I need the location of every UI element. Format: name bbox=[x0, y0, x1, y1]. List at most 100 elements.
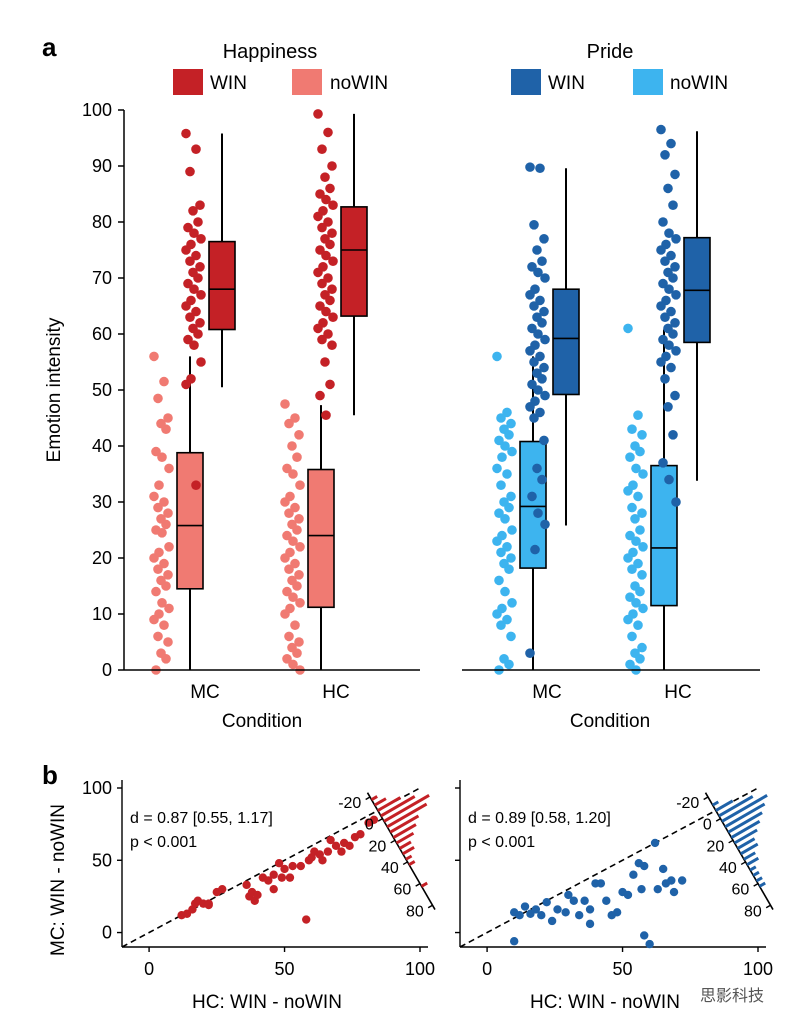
scatter-point bbox=[253, 890, 262, 900]
point-mc-win bbox=[540, 390, 550, 401]
point-mc-win bbox=[537, 256, 547, 267]
point-mc-nowin bbox=[161, 424, 171, 435]
y-tick-label-60: 60 bbox=[92, 324, 112, 344]
y-tick-label-50: 50 bbox=[92, 380, 112, 400]
point-hc-win bbox=[317, 334, 327, 345]
pride-title: Pride bbox=[587, 41, 634, 63]
point-mc-win bbox=[183, 222, 193, 233]
point-hc-nowin bbox=[280, 399, 290, 409]
point-mc-nowin bbox=[492, 351, 502, 362]
scatter-point bbox=[369, 815, 379, 824]
point-mc-win bbox=[525, 402, 535, 412]
point-hc-win bbox=[671, 346, 681, 356]
point-mc-win bbox=[537, 374, 547, 384]
point-mc-win bbox=[193, 273, 203, 283]
scatter-point bbox=[561, 908, 570, 917]
point-mc-nowin bbox=[496, 547, 506, 558]
point-mc-win bbox=[525, 648, 535, 658]
point-mc-nowin bbox=[163, 413, 173, 423]
legend-swatch-nowin bbox=[633, 69, 663, 95]
point-hc-nowin bbox=[282, 530, 292, 541]
x-tick-label-mc: MC bbox=[532, 682, 562, 703]
point-hc-nowin bbox=[280, 553, 290, 563]
point-mc-nowin bbox=[163, 637, 173, 647]
point-mc-win bbox=[540, 519, 550, 530]
x-tick-label-100: 100 bbox=[743, 959, 773, 979]
hist-bar bbox=[758, 881, 766, 888]
hist-bar bbox=[370, 795, 378, 802]
scatter-point bbox=[677, 876, 687, 885]
scatter-happiness: MC: WIN - noWIN HC: WIN - noWIN d = 0.87… bbox=[48, 778, 436, 1013]
scatter-point bbox=[515, 911, 524, 920]
point-mc-nowin bbox=[151, 586, 161, 597]
point-hc-nowin bbox=[637, 430, 647, 440]
point-hc-win bbox=[656, 357, 666, 367]
hist-tick-0 bbox=[715, 818, 721, 822]
scatter-point bbox=[537, 911, 546, 920]
identity-line bbox=[121, 787, 421, 948]
point-mc-nowin bbox=[494, 575, 504, 586]
point-mc-win bbox=[196, 357, 206, 367]
point-mc-win bbox=[537, 474, 547, 485]
point-mc-win bbox=[537, 318, 547, 328]
point-mc-win bbox=[540, 334, 550, 345]
point-hc-win bbox=[327, 161, 337, 171]
point-hc-nowin bbox=[294, 430, 304, 440]
scatter-point bbox=[296, 861, 305, 871]
point-mc-win bbox=[530, 544, 540, 555]
y-tick-label-50: 50 bbox=[92, 850, 112, 870]
point-mc-nowin bbox=[507, 598, 517, 608]
point-hc-nowin bbox=[637, 570, 647, 580]
scatter-point bbox=[669, 887, 679, 897]
scatter-point bbox=[531, 905, 541, 914]
point-mc-win bbox=[525, 162, 535, 172]
x-axis-label: Condition bbox=[222, 711, 302, 732]
point-hc-win bbox=[666, 250, 676, 261]
point-hc-win bbox=[323, 217, 333, 227]
scatter-point bbox=[218, 884, 227, 894]
hist-bar bbox=[392, 823, 417, 839]
point-hc-win bbox=[327, 228, 337, 238]
point-hc-nowin bbox=[627, 502, 637, 513]
point-hc-nowin bbox=[631, 463, 641, 474]
hist-bar bbox=[746, 856, 760, 866]
point-mc-win bbox=[193, 217, 203, 227]
point-hc-nowin bbox=[637, 508, 647, 518]
scatter-point bbox=[264, 876, 273, 885]
point-mc-nowin bbox=[149, 351, 159, 362]
hist-tick-label-0: 0 bbox=[365, 817, 374, 834]
hist-bar bbox=[408, 860, 416, 866]
point-hc-nowin bbox=[294, 637, 304, 647]
point-mc-win bbox=[529, 301, 539, 311]
hist-tick-label-60: 60 bbox=[732, 882, 750, 899]
stat-d: d = 0.89 [0.58, 1.20] bbox=[468, 810, 611, 827]
scatter-point bbox=[269, 884, 278, 894]
point-hc-nowin bbox=[282, 654, 292, 664]
point-hc-win bbox=[671, 290, 681, 300]
point-hc-nowin bbox=[633, 410, 643, 421]
legend-label-nowin: noWIN bbox=[330, 73, 388, 94]
hist-bar bbox=[718, 795, 754, 818]
point-mc-win bbox=[181, 379, 191, 390]
hist-bar bbox=[727, 811, 763, 834]
point-hc-win bbox=[666, 138, 676, 149]
hist-bar bbox=[398, 840, 412, 850]
point-hc-win bbox=[320, 357, 330, 367]
point-hc-win bbox=[320, 172, 330, 182]
hist-tick-80 bbox=[765, 904, 771, 909]
y-axis-label: MC: WIN - noWIN bbox=[48, 804, 69, 956]
point-hc-nowin bbox=[292, 648, 302, 658]
scatter-pride: HC: WIN - noWIN d = 0.89 [0.58, 1.20] p … bbox=[455, 780, 774, 1013]
point-hc-win bbox=[656, 301, 666, 311]
hist-tick-label-80: 80 bbox=[744, 903, 762, 920]
point-hc-win bbox=[317, 278, 327, 289]
scatter-point bbox=[204, 900, 213, 910]
x-axis-label: HC: WIN - noWIN bbox=[530, 992, 680, 1013]
y-tick-label-0: 0 bbox=[102, 660, 112, 680]
scatter-point bbox=[331, 841, 341, 851]
point-hc-nowin bbox=[627, 564, 637, 574]
point-mc-win bbox=[181, 301, 191, 311]
point-hc-win bbox=[670, 390, 680, 401]
point-hc-win bbox=[658, 458, 668, 468]
point-mc-nowin bbox=[492, 609, 502, 619]
